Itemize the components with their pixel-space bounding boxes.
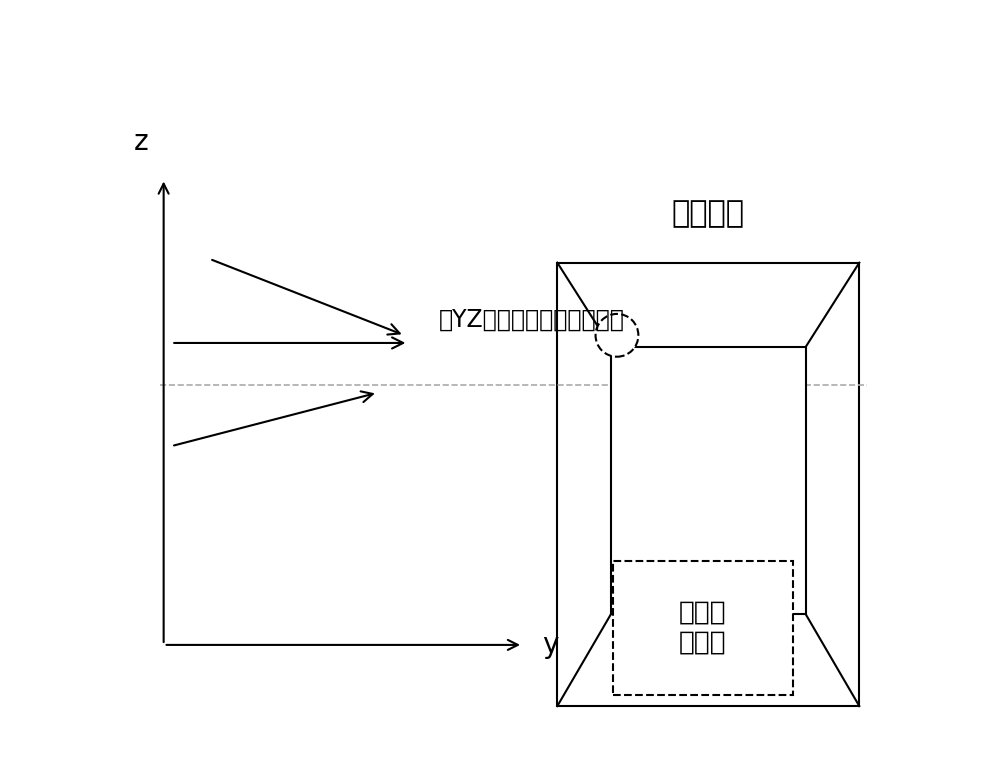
Circle shape: [596, 314, 638, 357]
Text: y: y: [542, 631, 558, 659]
Text: z: z: [134, 128, 148, 156]
Text: 泊车辅
助系统: 泊车辅 助系统: [679, 600, 727, 656]
Bar: [557, 263, 859, 706]
Bar: [611, 346, 806, 614]
Text: 在YZ平面移动靠近被测车辆: 在YZ平面移动靠近被测车辆: [439, 308, 625, 332]
Text: 被测车辆: 被测车辆: [672, 199, 745, 228]
Bar: [613, 561, 793, 695]
